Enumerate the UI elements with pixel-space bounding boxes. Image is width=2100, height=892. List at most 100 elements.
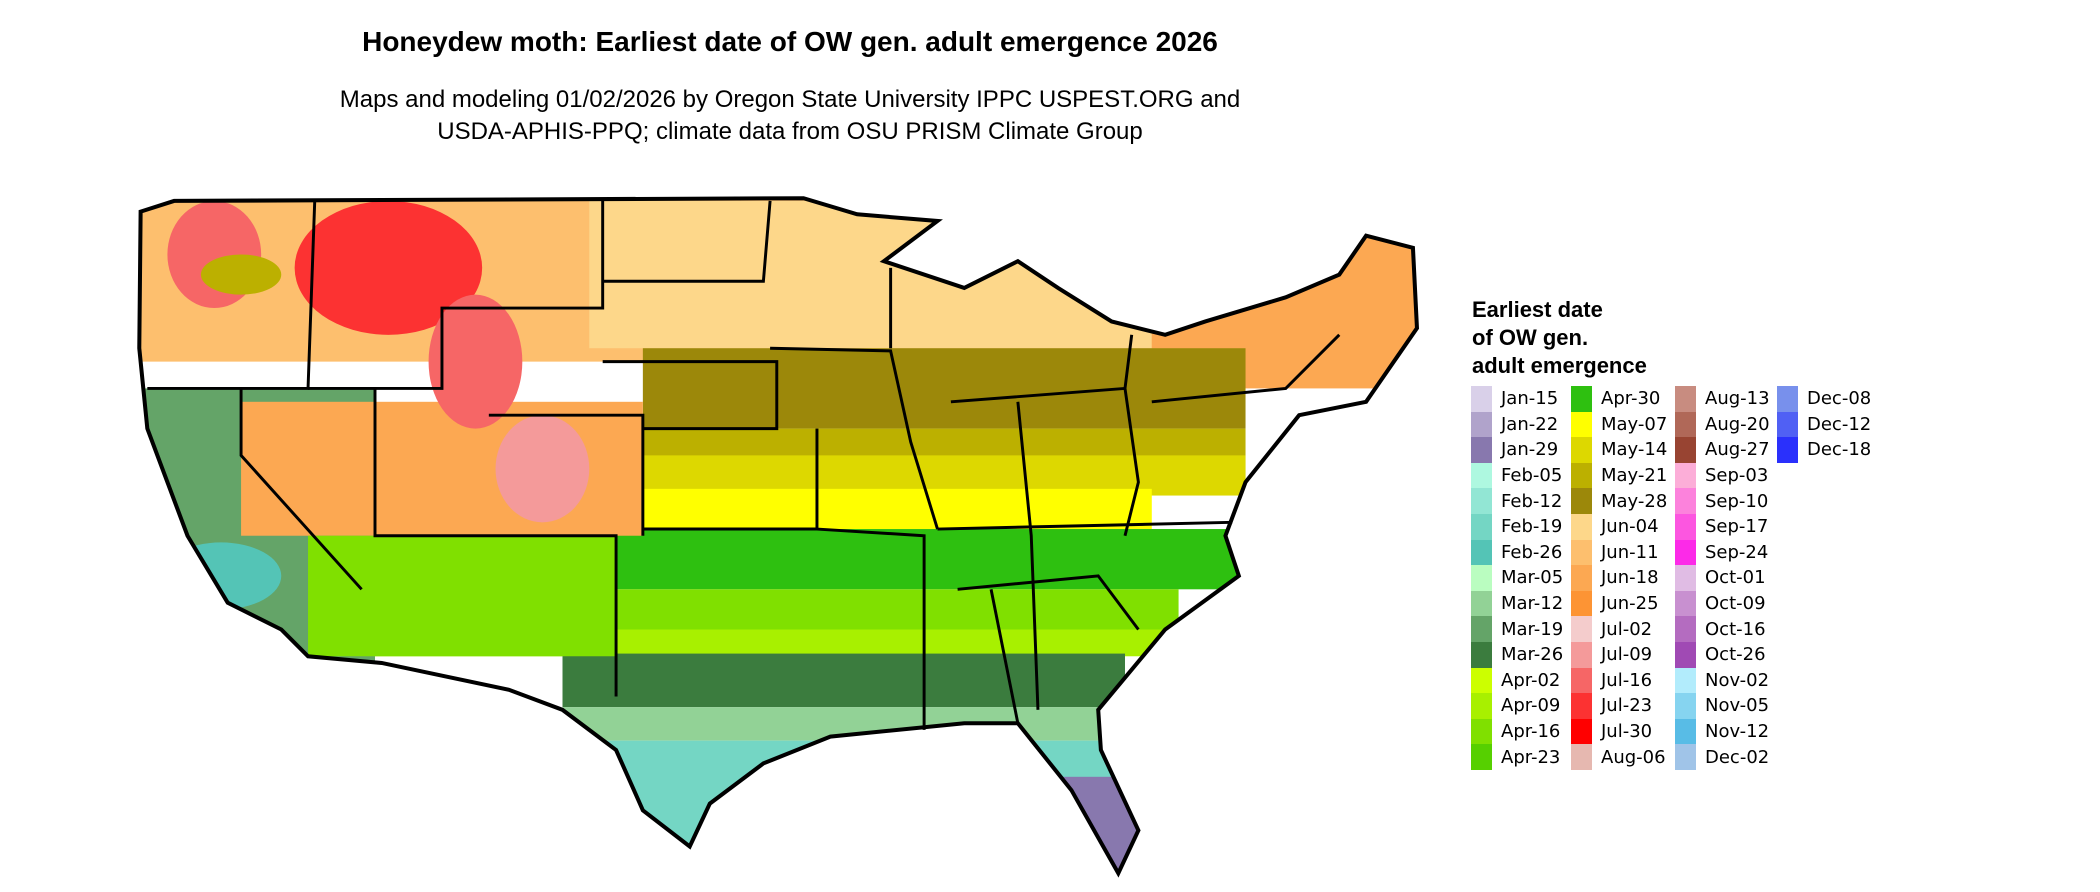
legend-item: Feb-05	[1471, 462, 1563, 489]
legend-label: Aug-06	[1601, 746, 1666, 768]
legend-swatch	[1571, 513, 1592, 540]
legend-item: Aug-13	[1675, 386, 1770, 412]
legend-label: Sep-10	[1705, 490, 1769, 512]
legend-item: Oct-16	[1675, 616, 1770, 642]
map-title: Honeydew moth: Earliest date of OW gen. …	[362, 26, 1218, 57]
legend-swatch	[1471, 386, 1492, 412]
legend-title-line: Earliest date	[1472, 297, 1603, 322]
legend-label: Jun-18	[1601, 567, 1659, 589]
legend-item: Jul-02	[1571, 616, 1667, 642]
legend-swatch	[1571, 565, 1592, 591]
legend-swatch	[1571, 539, 1592, 566]
legend-swatch	[1571, 718, 1592, 745]
band-feb-19	[562, 740, 1125, 874]
legend-label: Feb-19	[1501, 516, 1563, 538]
legend-title: Earliest date of OW gen. adult emergence	[1472, 296, 1647, 380]
legend-swatch	[1571, 411, 1592, 438]
legend-label: Apr-23	[1501, 746, 1561, 768]
legend-item: Aug-06	[1571, 744, 1667, 770]
legend-item: Apr-09	[1471, 693, 1563, 719]
legend-label: Jul-09	[1601, 644, 1653, 666]
legend-label: Apr-02	[1501, 669, 1561, 691]
legend-label: Sep-03	[1705, 465, 1769, 487]
legend-item: May-14	[1571, 437, 1667, 463]
legend-swatch	[1571, 693, 1592, 719]
legend-label: Jul-23	[1601, 695, 1653, 717]
legend-swatch	[1675, 616, 1696, 642]
legend-swatch	[1675, 411, 1696, 438]
legend-swatch	[1777, 411, 1798, 438]
band-jun-04	[589, 200, 1152, 349]
legend-label: Jul-02	[1601, 618, 1653, 640]
legend-item: Nov-02	[1675, 667, 1770, 694]
legend-swatch	[1571, 488, 1592, 514]
zone-socal	[160, 542, 282, 610]
legend-item: Jun-11	[1571, 539, 1667, 566]
legend-swatch	[1675, 693, 1696, 719]
legend-swatch	[1471, 667, 1492, 694]
legend-swatch	[1471, 693, 1492, 719]
legend-swatch	[1675, 590, 1696, 617]
legend-label: Jul-30	[1601, 721, 1653, 743]
legend-column: Aug-13 Aug-20 Aug-27 Sep-03 Sep-10 Sep-17 Sep-…	[1675, 386, 1770, 770]
legend-item: Mar-19	[1471, 616, 1563, 642]
legend-label: Dec-12	[1807, 413, 1872, 435]
legend-swatch	[1675, 718, 1696, 745]
legend-swatch	[1471, 411, 1492, 438]
legend-label: Dec-18	[1807, 439, 1872, 461]
legend-swatch	[1571, 616, 1592, 642]
legend-swatch	[1571, 386, 1592, 412]
legend-item: May-21	[1571, 462, 1667, 489]
band-may-07	[642, 488, 1152, 530]
legend-label: Jan-29	[1501, 439, 1559, 461]
legend-label: Jan-15	[1501, 388, 1559, 410]
band-southwest	[308, 535, 617, 657]
legend-swatch	[1471, 616, 1492, 642]
legend-swatch	[1571, 667, 1592, 694]
legend-item: Oct-26	[1675, 641, 1770, 668]
legend-item: Jul-16	[1571, 667, 1667, 694]
legend-swatch	[1675, 437, 1696, 463]
legend-item: May-28	[1571, 488, 1667, 514]
legend-item: Oct-09	[1675, 590, 1770, 617]
legend-item: Dec-18	[1777, 437, 1871, 463]
legend-label: Feb-05	[1501, 465, 1563, 487]
legend-label: Oct-09	[1705, 593, 1766, 615]
zone-colorado-mountains	[495, 415, 590, 523]
legend-swatch	[1471, 641, 1492, 668]
legend-swatch	[1675, 513, 1696, 540]
legend-item: Jul-30	[1571, 718, 1667, 745]
legend-label: Sep-17	[1705, 516, 1769, 538]
band-mar-26	[562, 653, 1125, 708]
legend-label: Oct-26	[1705, 644, 1766, 666]
legend-label: Apr-09	[1501, 695, 1561, 717]
legend-label: Mar-19	[1501, 618, 1564, 640]
legend-swatch	[1777, 386, 1798, 412]
legend-swatch	[1675, 539, 1696, 566]
legend-item: Jul-09	[1571, 641, 1667, 668]
legend-label: May-14	[1601, 439, 1668, 461]
legend-label: Apr-30	[1601, 388, 1661, 410]
legend-column: Apr-30 May-07 May-14 May-21 May-28 Jun-04 Jun-…	[1571, 386, 1667, 770]
legend-item: Mar-26	[1471, 641, 1563, 668]
legend-item: Sep-24	[1675, 539, 1770, 566]
legend-item: Mar-05	[1471, 565, 1563, 591]
legend-swatch	[1571, 437, 1592, 463]
legend-swatch	[1777, 437, 1798, 463]
legend-swatch	[1571, 462, 1592, 489]
legend-title-line: adult emergence	[1472, 353, 1647, 378]
legend-label: Nov-12	[1705, 721, 1770, 743]
legend-item: Nov-12	[1675, 718, 1770, 745]
map-subtitle-line-2: USDA-APHIS-PPQ; climate data from OSU PR…	[437, 118, 1143, 145]
legend-swatch	[1571, 641, 1592, 668]
legend-swatch	[1675, 565, 1696, 591]
legend-item: Dec-12	[1777, 411, 1872, 438]
legend-label: Feb-26	[1501, 541, 1563, 563]
legend-swatch	[1471, 744, 1492, 770]
legend-item: Apr-16	[1471, 718, 1563, 745]
legend-swatch	[1471, 718, 1492, 745]
legend-item: Jul-23	[1571, 693, 1667, 719]
legend-swatch	[1675, 744, 1696, 770]
legend-item: Oct-01	[1675, 565, 1770, 591]
